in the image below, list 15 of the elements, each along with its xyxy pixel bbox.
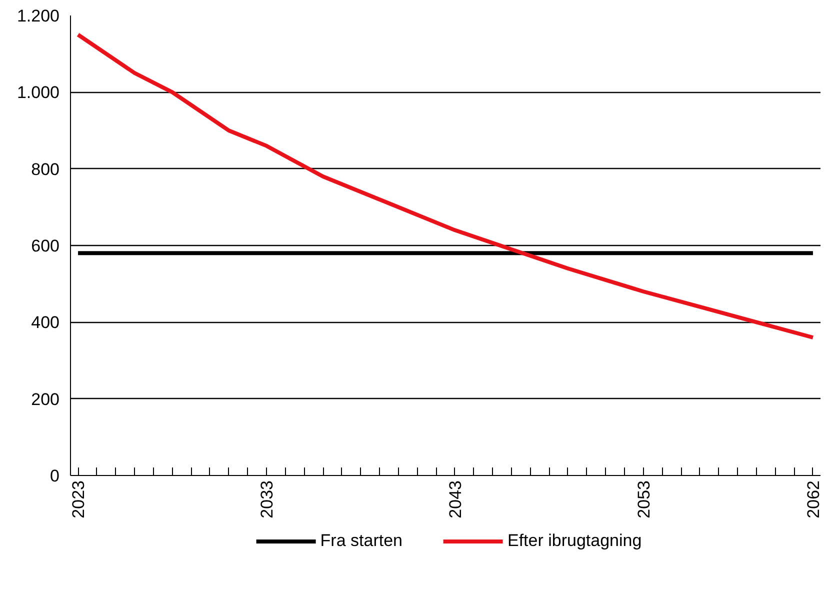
- legend-label: Efter ibrugtagning: [508, 531, 642, 551]
- x-tick-label: 2023: [69, 480, 88, 518]
- x-tick-label: 2043: [446, 480, 465, 518]
- y-tick-label: 200: [31, 390, 60, 409]
- x-tick-label: 2053: [634, 480, 654, 518]
- y-tick-label: 0: [50, 466, 60, 486]
- y-tick-label: 400: [31, 313, 60, 332]
- y-tick-label: 600: [31, 236, 60, 256]
- x-tick-label: 2033: [257, 480, 276, 518]
- y-tick-label: 1.200: [16, 6, 60, 26]
- y-tick-label: 800: [31, 160, 60, 179]
- y-tick-label: 1.000: [16, 83, 60, 102]
- legend-label: Fra starten: [320, 531, 402, 551]
- line-series: [76, 32, 815, 340]
- x-tick-label: 2062: [804, 480, 823, 518]
